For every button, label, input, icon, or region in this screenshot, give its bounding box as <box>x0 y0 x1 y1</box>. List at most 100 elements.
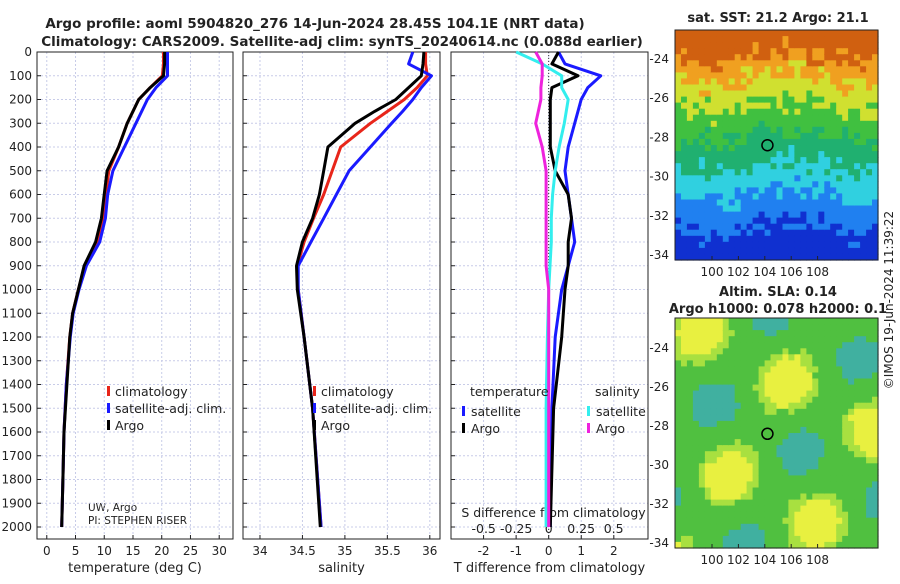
map-cell <box>782 378 790 386</box>
map-cell <box>812 72 819 80</box>
map-cell <box>710 469 718 476</box>
map-cell <box>836 451 843 458</box>
map-cell <box>830 241 837 249</box>
map-cell <box>740 60 748 67</box>
map-cell <box>854 211 861 219</box>
map-cell <box>710 390 718 398</box>
map-cell <box>770 132 778 140</box>
map-cell <box>818 457 825 464</box>
map-cell <box>854 324 861 331</box>
map-cell <box>704 108 712 116</box>
map-cell <box>848 157 855 164</box>
map-cell <box>770 163 778 170</box>
map-cell <box>848 541 855 549</box>
map-cell <box>824 420 831 428</box>
map-cell <box>746 342 754 349</box>
map-cell <box>686 217 694 225</box>
map-cell <box>710 378 718 386</box>
map-cell <box>716 433 724 440</box>
map-cell <box>812 253 819 261</box>
map-cell <box>764 499 772 507</box>
map-cell <box>681 390 688 398</box>
map-cell <box>854 457 861 464</box>
map-cell <box>836 402 843 410</box>
map-cell <box>776 108 784 116</box>
map-cell <box>866 72 873 80</box>
map-cell <box>722 205 730 213</box>
map-cell <box>764 235 772 243</box>
map-cell <box>758 535 766 543</box>
map-cell <box>740 414 748 422</box>
map-cell <box>866 145 873 152</box>
map-cell <box>824 253 831 261</box>
map-cell <box>710 211 718 219</box>
map-cell <box>740 132 748 140</box>
map-cell <box>794 102 801 110</box>
map-cell <box>734 378 742 386</box>
map-cell <box>728 163 736 170</box>
map-cell <box>698 78 706 86</box>
map-cell <box>812 511 819 519</box>
map-cell <box>764 402 772 410</box>
map-cell <box>681 360 688 368</box>
map-cell <box>686 193 694 201</box>
map-cell <box>722 372 730 380</box>
map-cell <box>752 481 760 489</box>
map-cell <box>836 336 843 343</box>
map-cell <box>686 90 694 98</box>
map-cell <box>830 84 837 92</box>
map-cell <box>842 78 849 86</box>
map-cell <box>681 330 688 337</box>
map-cell <box>860 90 867 98</box>
map-cell <box>728 493 736 501</box>
map-cell <box>854 36 861 43</box>
map-cell <box>848 205 855 213</box>
map-cell <box>710 330 718 337</box>
map-cell <box>722 108 730 116</box>
map-cell <box>692 193 700 201</box>
map-cell <box>776 378 784 386</box>
map-cell <box>824 241 831 249</box>
map-cell <box>746 378 754 386</box>
map-cell <box>704 78 712 86</box>
map-cell <box>818 151 825 158</box>
map-cell <box>758 384 766 392</box>
map-cell <box>830 541 837 549</box>
map-cell <box>752 48 760 55</box>
map-cell <box>728 187 736 195</box>
map-cell <box>866 463 873 470</box>
map-cell <box>728 408 736 416</box>
map-cell <box>704 96 712 104</box>
map-cell <box>722 426 730 434</box>
map-cell <box>866 511 873 519</box>
map-cell <box>698 138 706 146</box>
map-cell <box>752 108 760 116</box>
map-cell <box>782 157 790 164</box>
map-cell <box>794 60 801 67</box>
map-cell <box>818 66 825 73</box>
map-cell <box>728 78 736 86</box>
map-cell <box>692 187 700 195</box>
x-tick-label: 0 <box>545 544 553 558</box>
map-cell <box>812 408 819 416</box>
legend-swatch <box>107 420 110 430</box>
map-cell <box>788 175 795 182</box>
map-cell <box>842 235 849 243</box>
map-cell <box>692 78 700 86</box>
map-cell <box>854 114 861 122</box>
map-cell <box>681 169 688 176</box>
map-cell <box>836 138 843 146</box>
map-cell <box>758 541 766 549</box>
map-cell <box>681 120 688 128</box>
map-cell <box>704 175 712 182</box>
map-cell <box>728 475 736 483</box>
map-cell <box>776 169 784 176</box>
map-cell <box>836 535 843 543</box>
map-cell <box>692 241 700 249</box>
map-cell <box>728 384 736 392</box>
map-cell <box>740 324 748 331</box>
map-cell <box>842 451 849 458</box>
map-cell <box>764 535 772 543</box>
map-cell <box>675 523 682 531</box>
map-cell <box>681 517 688 525</box>
